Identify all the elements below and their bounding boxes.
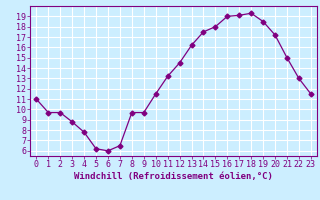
X-axis label: Windchill (Refroidissement éolien,°C): Windchill (Refroidissement éolien,°C) [74,172,273,181]
